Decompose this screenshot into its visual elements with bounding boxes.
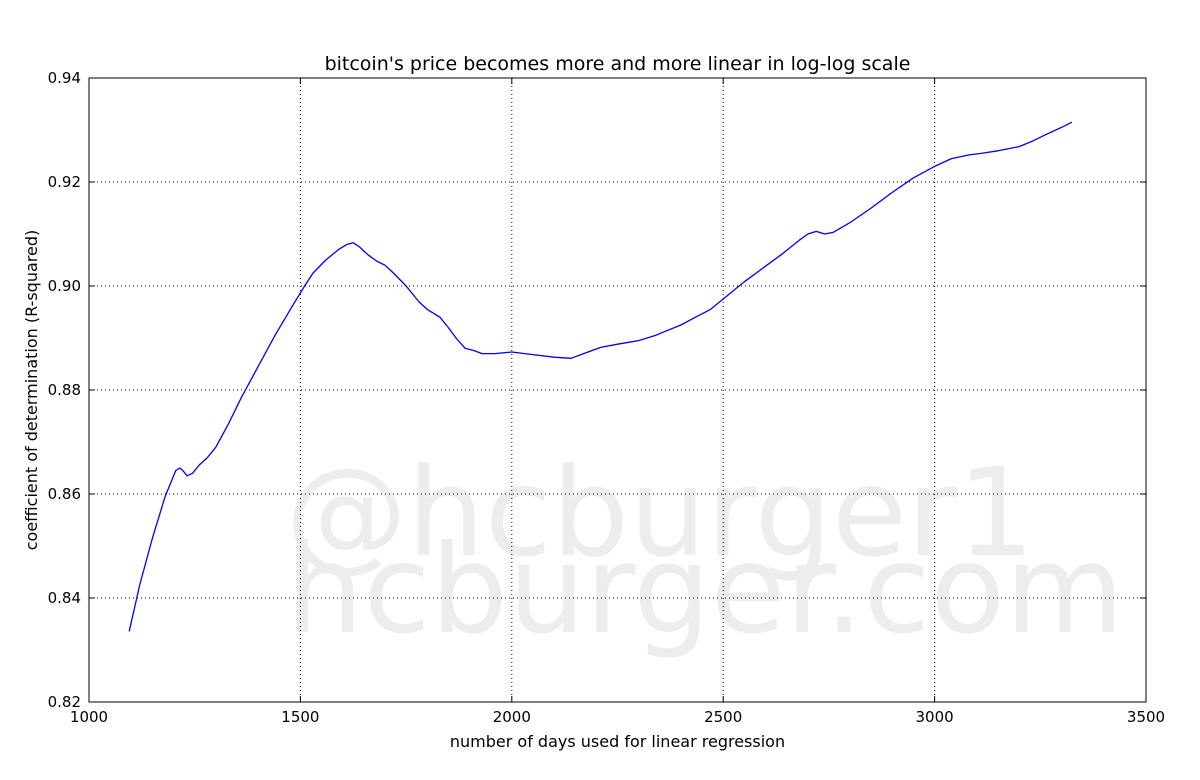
ticks: 1000 1500 2000 2500 3000 3500 0.82 0.84 0.86 0.88… <box>48 69 1166 726</box>
y-tick-label: 0.88 <box>48 381 81 399</box>
y-tick-label: 0.84 <box>48 589 81 607</box>
y-tick-label: 0.92 <box>48 173 81 191</box>
grid <box>89 78 1146 702</box>
y-tick-label: 0.82 <box>48 693 81 711</box>
chart-title: bitcoin's price becomes more and more li… <box>325 53 911 75</box>
y-axis-label: coefficient of determination (R-squared) <box>22 230 41 551</box>
x-tick-label: 3000 <box>916 708 954 726</box>
series-group <box>128 121 1073 632</box>
x-tick-label: 3500 <box>1127 708 1165 726</box>
y-tick-label: 0.94 <box>48 69 81 87</box>
x-axis-label: number of days used for linear regressio… <box>450 732 785 751</box>
x-tick-label: 1000 <box>70 708 108 726</box>
x-tick-label: 2000 <box>493 708 531 726</box>
series-line <box>128 121 1073 632</box>
x-tick-label: 1500 <box>281 708 319 726</box>
watermark: @hcburger1 hcburger.com <box>285 442 1124 661</box>
x-tick-label: 2500 <box>704 708 742 726</box>
y-tick-label: 0.86 <box>48 485 81 503</box>
watermark-line-2: hcburger.com <box>286 519 1124 661</box>
y-tick-label: 0.90 <box>48 277 81 295</box>
watermark-line-1: @hcburger1 <box>285 442 1034 584</box>
